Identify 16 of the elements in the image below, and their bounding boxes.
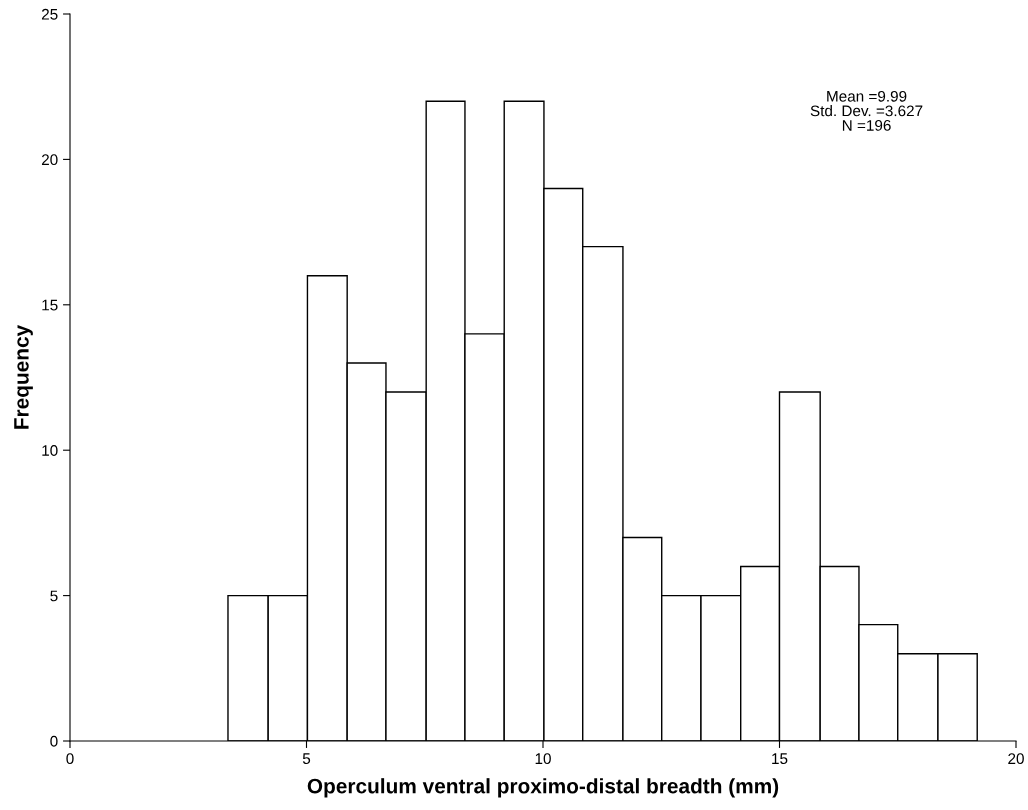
y-axis-title: Frequency — [14, 324, 33, 429]
y-tick-label: 10 — [42, 445, 58, 456]
y-tick-label: 0 — [50, 735, 58, 747]
y-tick-label: 15 — [42, 299, 58, 311]
y-tick-label: 25 — [41, 8, 58, 20]
annotation: Std. Dev. =3.627 — [810, 105, 923, 117]
x-tick-label: 0 — [66, 753, 74, 765]
annotation: N =196 — [842, 119, 891, 131]
x-tick-label: 15 — [772, 753, 788, 765]
x-tick-label: 20 — [1008, 753, 1024, 765]
annotation: Mean =9.99 — [827, 90, 907, 102]
x-tick-label: 5 — [302, 753, 311, 765]
x-tick-label: 10 — [535, 753, 551, 765]
y-tick-label: 20 — [41, 154, 58, 166]
y-tick-label: 5 — [50, 590, 58, 602]
x-axis-title: Operculum ventral proximo-distal breadth (mm) — [307, 778, 779, 798]
